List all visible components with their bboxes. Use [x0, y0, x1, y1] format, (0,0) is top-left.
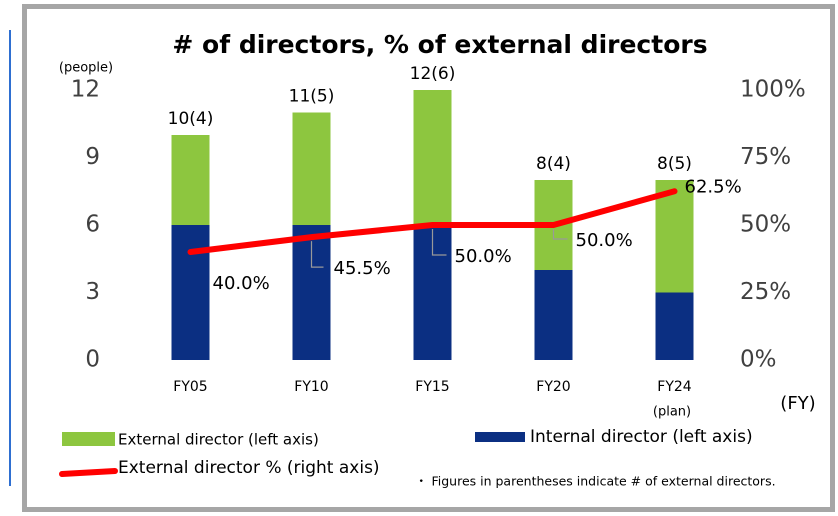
legend-label: External director (left axis)	[118, 431, 319, 449]
bar	[171, 135, 210, 225]
value-label: 50.0%	[455, 246, 512, 267]
bar	[655, 292, 694, 360]
y2-tick-label: 50%	[740, 212, 791, 238]
x-tick-label: FY20	[536, 379, 570, 395]
line	[187, 188, 678, 255]
y2-tick-label: 100%	[740, 77, 806, 103]
x-axis-label: (FY)	[780, 393, 815, 414]
leader-line	[310, 241, 324, 268]
footnote: ・ Figures in parentheses indicate # of e…	[415, 474, 776, 489]
y2-tick-label: 75%	[740, 144, 791, 170]
y-tick-label: 0	[85, 347, 100, 373]
value-label: 62.5%	[685, 176, 742, 197]
y-tick-label: 12	[71, 77, 100, 103]
x-tick-label: FY05	[173, 379, 207, 395]
bar	[655, 180, 694, 293]
y-tick-label: 6	[85, 212, 100, 238]
value-label: 50.0%	[576, 230, 633, 251]
x-tick-label: FY24	[657, 379, 692, 395]
total-label: 11(5)	[289, 87, 335, 107]
y-tick-label: 3	[85, 279, 100, 305]
x-tick-label: FY10	[294, 379, 328, 395]
value-label: 40.0%	[213, 273, 270, 294]
x-tick-label: FY15	[415, 379, 449, 395]
total-label: 8(4)	[536, 154, 571, 174]
bar	[171, 225, 210, 360]
bar	[292, 112, 331, 225]
leader-line	[431, 229, 447, 256]
y-axis-label: (people)	[59, 61, 113, 76]
y-tick-label: 9	[85, 144, 100, 170]
legend-swatch	[475, 432, 525, 442]
y2-tick-label: 25%	[740, 279, 791, 305]
y2-tick-label: 0%	[740, 347, 777, 373]
total-label: 8(5)	[657, 154, 692, 174]
value-label: 45.5%	[334, 258, 391, 279]
legend-label: Internal director (left axis)	[530, 427, 753, 447]
total-label: 12(6)	[410, 64, 456, 84]
chart-title: # of directors, % of external directors	[172, 30, 707, 59]
legend-swatch	[62, 432, 115, 446]
bar	[413, 90, 452, 225]
legend-label: External director % (right axis)	[118, 458, 380, 478]
x-note: (plan)	[653, 405, 691, 420]
legend-swatch	[59, 468, 118, 477]
total-label: 10(4)	[168, 109, 214, 129]
leader-line	[552, 229, 568, 240]
bar	[534, 270, 573, 360]
